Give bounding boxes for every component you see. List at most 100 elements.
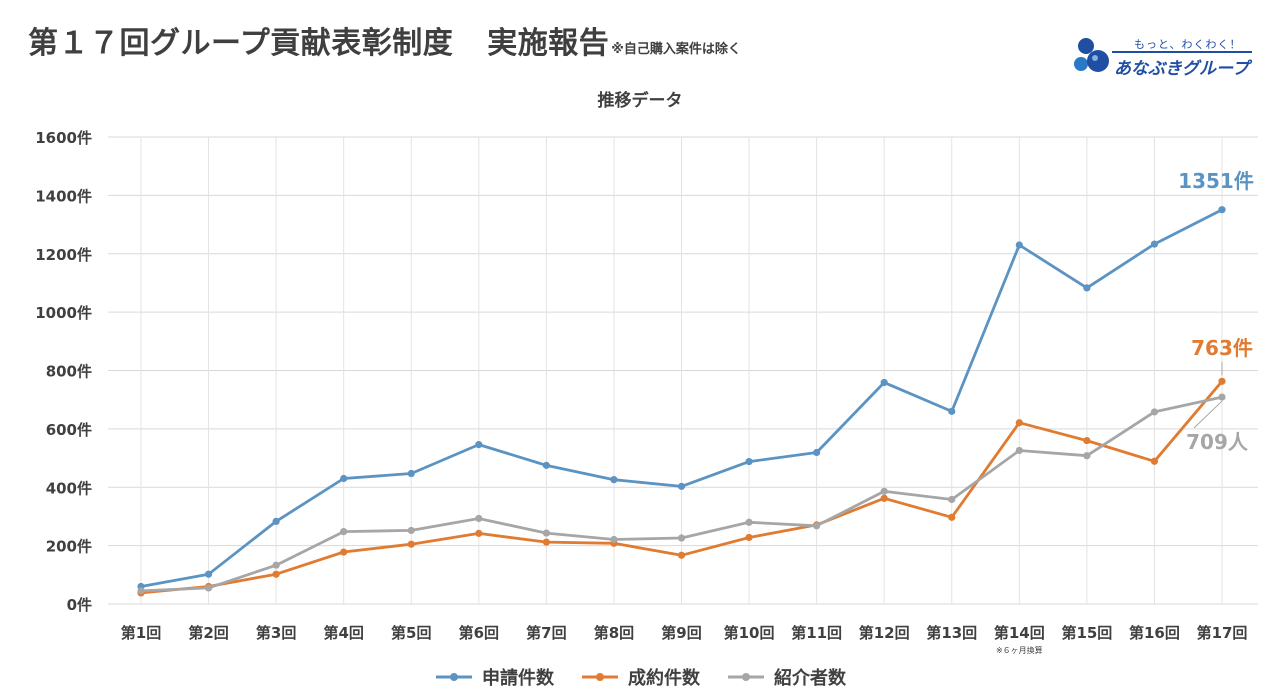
- data-point-series-2: [272, 570, 280, 578]
- data-point-series-3: [745, 518, 753, 526]
- x-tick-label: 第15回: [1061, 624, 1112, 642]
- data-point-series-3: [677, 534, 686, 542]
- data-point-series-3: [1218, 393, 1226, 401]
- data-point-series-2: [1150, 457, 1159, 465]
- end-label-leader-series-3: [1193, 400, 1223, 429]
- data-point-series-3: [1015, 446, 1023, 455]
- data-point-series-2: [677, 551, 686, 559]
- data-point-series-2: [407, 540, 415, 548]
- data-point-series-1: [475, 441, 483, 449]
- x-tick-label: 第12回: [859, 624, 910, 642]
- data-point-series-1: [542, 461, 550, 469]
- x-tick-label: 第11回: [791, 624, 842, 642]
- y-tick-label: 0件: [67, 596, 92, 614]
- x-tick-label: 第9回: [661, 624, 701, 642]
- x-tick-label: 第13回: [926, 624, 977, 642]
- data-point-series-1: [272, 517, 280, 525]
- x-tick-label: 第16回: [1129, 624, 1180, 642]
- data-point-series-2: [880, 494, 888, 502]
- chart-legend: 申請件数 成約件数 紹介者数: [0, 664, 1280, 690]
- data-point-series-1: [677, 482, 686, 490]
- legend-swatch-marker: [450, 673, 458, 681]
- x-tick-label: 第7回: [526, 624, 566, 642]
- data-point-series-3: [204, 584, 213, 592]
- data-point-series-2: [1083, 436, 1091, 445]
- legend-swatch: [436, 673, 472, 681]
- end-label-series-2: 763件: [1191, 336, 1253, 360]
- y-tick-label: 1400件: [35, 187, 92, 205]
- data-point-series-2: [340, 548, 348, 556]
- legend-label: 成約件数: [628, 668, 700, 689]
- data-point-series-2: [948, 513, 956, 521]
- legend-swatch-marker: [742, 673, 750, 681]
- x-tick-label: 第1回: [121, 624, 161, 642]
- chart-title: 推移データ: [598, 90, 683, 111]
- data-point-series-1: [745, 457, 753, 466]
- legend-item-3: 紹介者数: [726, 664, 846, 690]
- x-tick-label: 第3回: [256, 624, 296, 642]
- page-title: 第１７回グループ貢献表彰制度 実施報告 ※自己購入案件は除く: [28, 18, 741, 62]
- end-label-series-1: 1351件: [1178, 169, 1254, 193]
- data-point-series-1: [610, 476, 618, 484]
- logo-tagline: もっと、わくわく！: [1134, 38, 1242, 51]
- data-point-series-1: [1218, 206, 1226, 214]
- legend-swatch: [582, 673, 618, 681]
- x-tick-label: 第6回: [459, 624, 499, 642]
- y-tick-label: 400件: [46, 479, 92, 497]
- data-point-series-3: [407, 526, 415, 535]
- x-tick-label: 第4回: [323, 624, 363, 642]
- logo-drops-icon: [1074, 38, 1109, 72]
- data-point-series-2: [542, 538, 550, 546]
- y-tick-label: 1000件: [35, 304, 92, 322]
- title-main: 第１７回グループ貢献表彰制度: [28, 26, 454, 61]
- y-tick-label: 200件: [46, 538, 92, 556]
- x-tick-label: 第8回: [594, 624, 634, 642]
- legend-swatch-marker: [596, 673, 604, 681]
- x-annotation: ※６ヶ月換算: [996, 645, 1043, 655]
- data-point-series-3: [1083, 452, 1091, 460]
- data-point-series-3: [813, 522, 821, 530]
- data-point-series-1: [948, 407, 956, 415]
- data-point-series-1: [1150, 240, 1159, 248]
- data-point-series-1: [880, 378, 888, 387]
- data-point-series-3: [340, 528, 348, 536]
- legend-label: 紹介者数: [774, 668, 846, 689]
- x-tick-label: 第5回: [391, 624, 431, 642]
- data-point-series-1: [340, 474, 348, 483]
- x-tick-label: 第10回: [724, 624, 775, 642]
- title-sub: 実施報告: [487, 26, 610, 61]
- data-point-series-3: [475, 514, 483, 523]
- title-note: ※自己購入案件は除く: [611, 42, 741, 57]
- y-tick-label: 1600件: [35, 129, 92, 147]
- data-point-series-2: [1015, 419, 1023, 427]
- data-point-series-3: [137, 587, 145, 595]
- data-point-series-3: [610, 535, 618, 544]
- end-label-series-3: 709人: [1186, 430, 1249, 454]
- x-tick-label: 第14回: [994, 624, 1045, 642]
- x-tick-label: 第2回: [188, 624, 228, 642]
- data-point-series-3: [542, 529, 550, 537]
- x-tick-label: 第17回: [1197, 624, 1248, 642]
- y-tick-label: 600件: [46, 421, 92, 439]
- y-tick-label: 1200件: [35, 246, 92, 264]
- company-logo: もっと、わくわく！ あなぶきグループ: [1072, 34, 1257, 79]
- data-point-series-3: [948, 495, 956, 504]
- legend-item-2: 成約件数: [580, 664, 700, 690]
- data-point-series-1: [1015, 241, 1023, 249]
- legend-label: 申請件数: [482, 668, 554, 689]
- legend-swatch: [728, 673, 764, 681]
- data-point-series-1: [204, 570, 213, 578]
- data-point-series-3: [1150, 408, 1159, 416]
- logo-rule: [1112, 51, 1252, 53]
- data-point-series-1: [1083, 284, 1091, 292]
- data-point-series-3: [880, 487, 888, 495]
- data-point-series-2: [475, 529, 483, 537]
- data-point-series-2: [1218, 377, 1226, 385]
- logo-name: あなぶきグループ: [1114, 59, 1249, 79]
- data-point-series-1: [813, 448, 821, 457]
- y-tick-label: 800件: [46, 363, 92, 381]
- data-point-series-1: [407, 469, 415, 478]
- data-point-series-3: [272, 561, 280, 569]
- legend-item-1: 申請件数: [434, 664, 554, 690]
